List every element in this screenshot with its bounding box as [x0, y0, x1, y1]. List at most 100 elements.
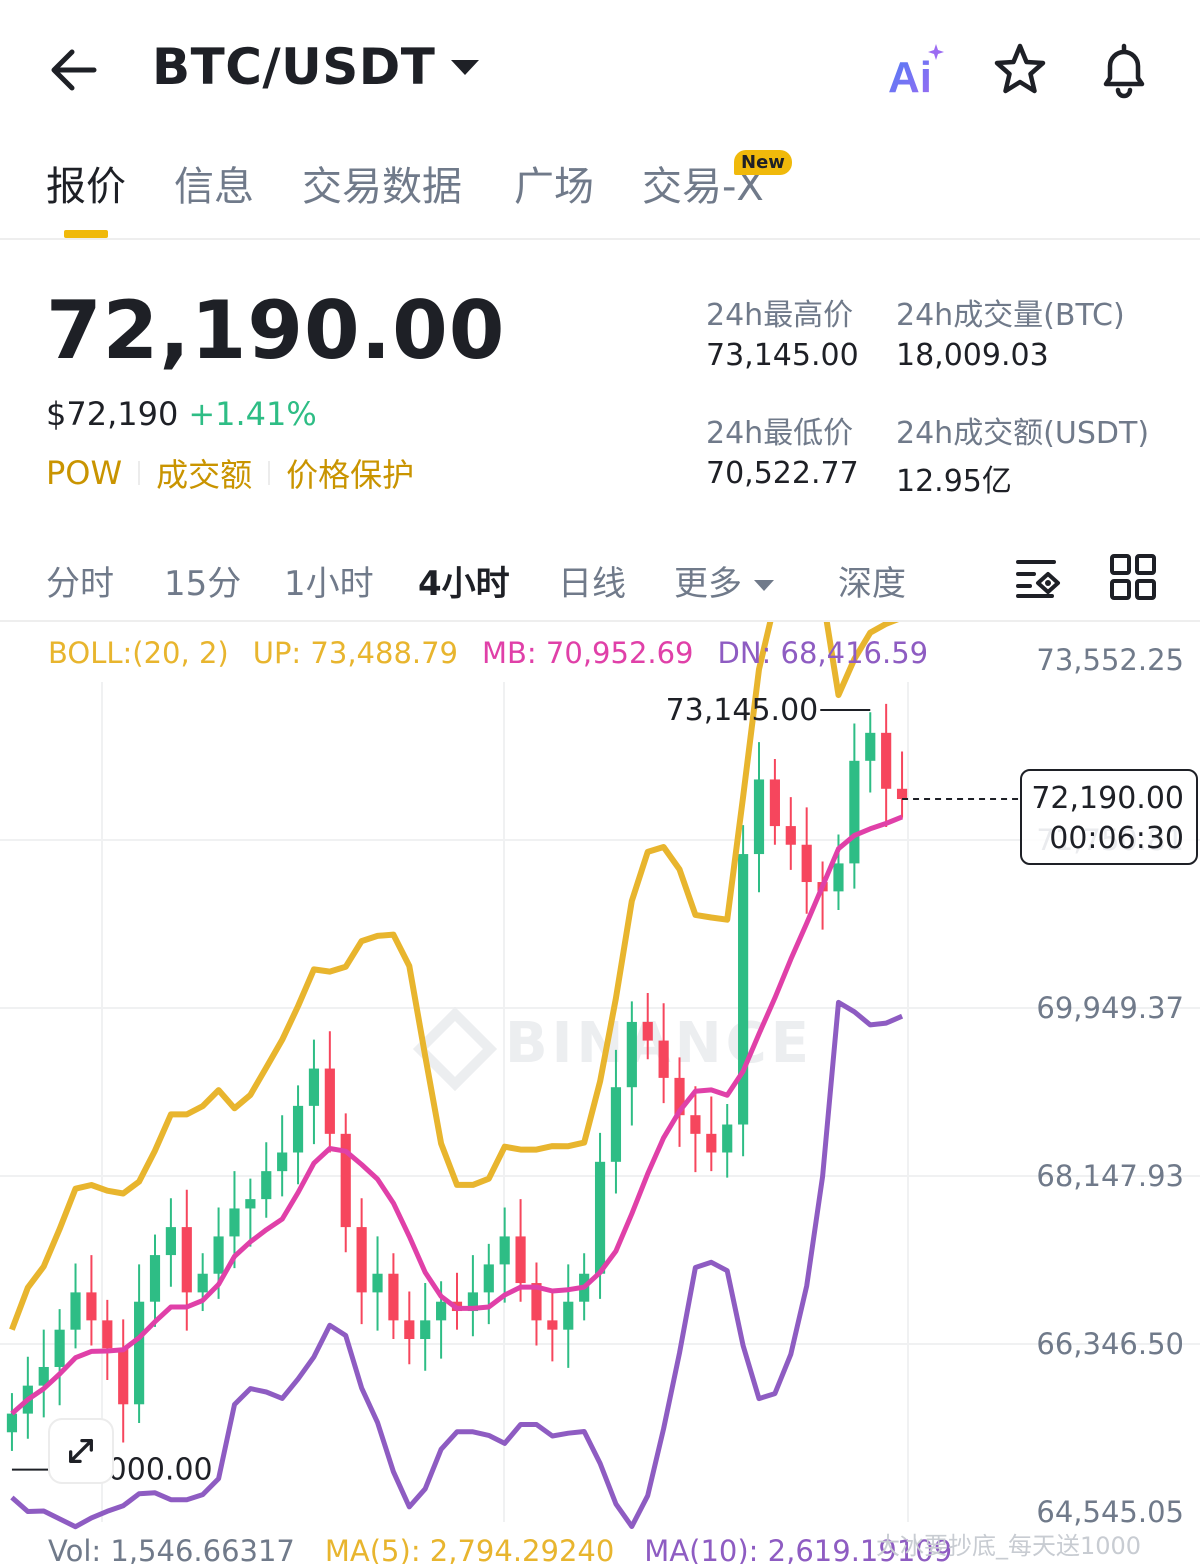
y-axis-label: 73,552.25: [1036, 643, 1184, 677]
candle-body: [340, 1133, 351, 1228]
candle-body: [626, 1021, 637, 1088]
tab-info[interactable]: 信息: [174, 164, 254, 210]
candle-body: [149, 1255, 161, 1302]
candle-body: [245, 1199, 256, 1209]
candle-body: [436, 1301, 447, 1321]
tag-price-protection[interactable]: 价格保护: [286, 456, 415, 494]
caret-down-icon: [451, 59, 480, 75]
binance-watermark: BINANCE: [505, 1011, 813, 1076]
candle-body: [356, 1227, 367, 1293]
star-favorite-icon[interactable]: [988, 38, 1052, 102]
candle-body: [531, 1283, 542, 1321]
interval-timeline[interactable]: 分时: [46, 564, 114, 604]
candle-body: [865, 732, 876, 761]
interval-4h[interactable]: 4小时: [418, 564, 510, 604]
main-tabs: 报价 信息 交易数据 广场 交易-X New: [0, 140, 1200, 240]
candle-body: [102, 1320, 113, 1349]
interval-more-label: 更多: [674, 564, 742, 604]
boll-up-value: UP: 73,488.79: [252, 636, 459, 670]
y-axis-label: 69,949.37: [1036, 991, 1184, 1025]
tag-row: POW 成交额 价格保护: [46, 450, 414, 496]
interval-depth[interactable]: 深度: [838, 564, 906, 604]
candle-body: [738, 854, 749, 1125]
tab-square[interactable]: 广场: [514, 164, 594, 210]
candle-body: [54, 1329, 65, 1367]
tab-quote[interactable]: 报价: [46, 164, 126, 210]
interval-1d[interactable]: 日线: [558, 564, 626, 604]
candle-body: [594, 1161, 606, 1274]
candle-body: [388, 1273, 399, 1321]
active-tab-indicator: [64, 230, 108, 238]
grid-layout-icon[interactable]: [1108, 552, 1158, 602]
interval-15m[interactable]: 15分: [164, 564, 242, 604]
candle-body: [86, 1292, 97, 1321]
candle-body: [785, 826, 796, 845]
candle-body: [6, 1413, 18, 1433]
candle-body: [547, 1320, 558, 1330]
interval-1h[interactable]: 1小时: [284, 564, 374, 604]
candle-body: [515, 1236, 526, 1284]
candle-body: [690, 1115, 701, 1134]
vol-ma10: MA(10): 2,619.19109: [644, 1534, 953, 1564]
pair-title: BTC/USDT: [152, 38, 436, 96]
candle-body: [213, 1236, 224, 1274]
candle-body: [706, 1133, 717, 1153]
bell-alert-icon[interactable]: [1092, 38, 1156, 102]
back-arrow-icon[interactable]: [44, 40, 104, 100]
candle-body: [722, 1124, 733, 1153]
candle-body: [134, 1301, 145, 1405]
candle-countdown: 00:06:30: [1049, 821, 1184, 857]
candle-body: [833, 863, 844, 892]
candle-body: [849, 760, 860, 864]
boll-up-line: [9, 622, 900, 1331]
candle-body: [261, 1171, 272, 1200]
y-axis-label: 66,346.50: [1036, 1327, 1184, 1361]
candle-body: [38, 1366, 49, 1386]
stat-high-value: 73,145.00: [706, 338, 859, 373]
caret-down-icon: [754, 580, 774, 591]
candle-body: [610, 1087, 622, 1162]
stat-volume-label: 24h成交量(BTC): [896, 298, 1125, 333]
volume-legend: Vol: 1,546.66317 MA(5): 2,794.29240 MA(10)…: [48, 1534, 982, 1564]
interval-more[interactable]: 更多: [674, 556, 774, 605]
tag-pow[interactable]: POW: [46, 454, 123, 492]
candle-body: [658, 1040, 669, 1078]
candle-body: [372, 1273, 383, 1293]
boll-legend: BOLL:(20, 2) UP: 73,488.79 MB: 70,952.69 DN…: [48, 636, 952, 670]
tag-divider: [138, 461, 141, 485]
chart-canvas[interactable]: 73,552.2571,750.8169,949.3768,147.9366,3…: [0, 622, 1200, 1564]
candlestick-chart[interactable]: 73,552.2571,750.8169,949.3768,147.9366,3…: [0, 620, 1200, 1564]
last-price: 72,190.00: [46, 284, 506, 377]
stat-low-value: 70,522.77: [706, 456, 859, 491]
tag-turnover[interactable]: 成交额: [156, 456, 253, 494]
usd-price-row: $72,190 +1.41%: [46, 395, 317, 433]
candle-body: [181, 1227, 192, 1293]
price-change-percent: +1.41%: [188, 395, 317, 433]
boll-dn-value: DN: 68,416.59: [717, 636, 929, 670]
high-marker-label: 73,145.00: [666, 693, 819, 728]
tab-trading-data[interactable]: 交易数据: [302, 164, 462, 210]
fullscreen-expand-icon[interactable]: [48, 1418, 114, 1484]
candle-body: [769, 779, 780, 827]
candle-body: [483, 1264, 494, 1293]
stat-high-label: 24h最高价: [706, 298, 854, 333]
candle-body: [165, 1227, 176, 1256]
candle-body: [801, 844, 812, 883]
pair-selector[interactable]: BTC/USDT: [152, 38, 480, 96]
new-badge: New: [734, 150, 792, 175]
svg-text:Ai: Ai: [888, 53, 932, 102]
candle-body: [896, 788, 908, 800]
boll-dn-line: [10, 999, 904, 1530]
ai-assistant-icon[interactable]: Ai: [884, 38, 948, 102]
current-price-label: 72,190.00: [1031, 781, 1184, 817]
candle-body: [118, 1348, 129, 1405]
boll-mb-value: MB: 70,952.69: [482, 636, 694, 670]
binance-logo-icon: [412, 1006, 498, 1092]
candle-body: [197, 1273, 208, 1293]
indicator-settings-icon[interactable]: [1012, 552, 1062, 602]
candle-body: [563, 1301, 574, 1330]
candle-body: [324, 1068, 335, 1134]
candle-body: [277, 1152, 288, 1172]
candle-body: [420, 1320, 431, 1340]
candle-body: [404, 1320, 415, 1340]
